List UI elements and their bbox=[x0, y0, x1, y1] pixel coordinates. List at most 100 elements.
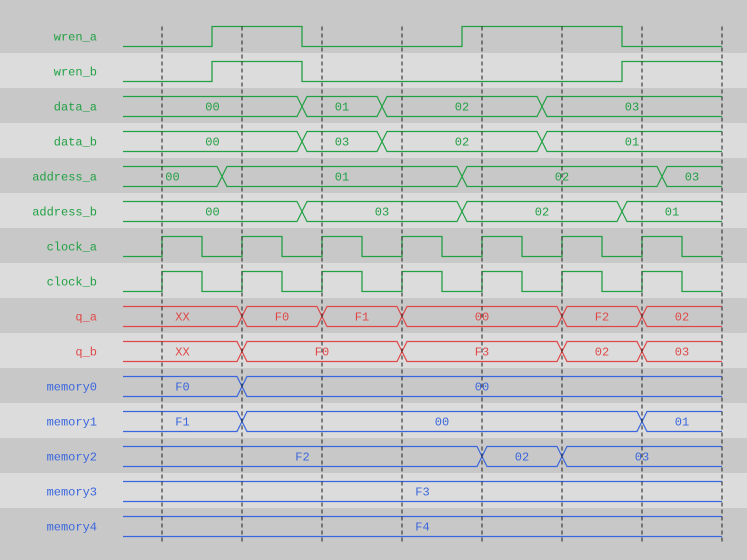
bus-value: 01 bbox=[335, 101, 349, 115]
bus-segment bbox=[241, 375, 722, 398]
bus-value: 02 bbox=[675, 311, 689, 325]
signal-row-background bbox=[0, 228, 747, 263]
bus-value: 01 bbox=[625, 136, 639, 150]
signal-row-background bbox=[0, 333, 747, 368]
signal-label: wren_b bbox=[54, 66, 97, 80]
signal-address_a: address_a 00 01 02 03 bbox=[32, 165, 722, 188]
bus-segment bbox=[381, 95, 543, 118]
signal-row-background bbox=[0, 403, 747, 438]
signal-data_b: data_b 00 03 02 01 bbox=[54, 130, 722, 153]
signal-wren_a: wren_a bbox=[54, 25, 722, 48]
bus-value: 03 bbox=[675, 346, 689, 360]
bus-segment bbox=[561, 445, 722, 468]
signal-memory4: memory4 F4 bbox=[47, 515, 722, 538]
bus-value: 01 bbox=[335, 171, 349, 185]
signal-label: wren_a bbox=[54, 31, 97, 45]
bus-value: 00 bbox=[435, 416, 449, 430]
bus-value: 01 bbox=[675, 416, 689, 430]
signal-row-background bbox=[0, 438, 747, 473]
signal-data_a: data_a 00 01 02 03 bbox=[54, 95, 722, 118]
bus-value: 03 bbox=[685, 171, 699, 185]
bus-value: 02 bbox=[455, 101, 469, 115]
signal-label: address_a bbox=[32, 171, 97, 185]
waveform-trace bbox=[123, 235, 722, 258]
bus-value: 00 bbox=[205, 206, 219, 220]
signal-row-background bbox=[0, 123, 747, 158]
signal-label: data_a bbox=[54, 101, 97, 115]
signal-label: memory4 bbox=[47, 521, 97, 535]
bus-segment bbox=[641, 340, 722, 363]
bus-segment bbox=[641, 305, 722, 328]
signal-q_b: q_b XX F0 F3 02 03 bbox=[75, 340, 722, 363]
signal-memory3: memory3 F3 bbox=[47, 480, 722, 503]
bus-value: F0 bbox=[175, 381, 189, 395]
bus-segment bbox=[381, 130, 543, 153]
signal-label: memory3 bbox=[47, 486, 97, 500]
signal-row-background bbox=[0, 158, 747, 193]
signal-row-background bbox=[0, 368, 747, 403]
signal-label: memory0 bbox=[47, 381, 97, 395]
bus-value: XX bbox=[175, 311, 189, 325]
signal-clock_a: clock_a bbox=[47, 235, 722, 258]
signal-row-background bbox=[0, 298, 747, 333]
bus-value: 02 bbox=[515, 451, 529, 465]
bus-segment bbox=[661, 165, 722, 188]
signal-label: address_b bbox=[32, 206, 97, 220]
bus-value: F2 bbox=[295, 451, 309, 465]
bus-value: F4 bbox=[415, 521, 429, 535]
bus-segment bbox=[241, 305, 323, 328]
bus-value: F0 bbox=[275, 311, 289, 325]
waveform-trace bbox=[123, 25, 722, 48]
bus-segment bbox=[561, 340, 643, 363]
signal-label: q_b bbox=[75, 346, 97, 360]
signal-wren_b: wren_b bbox=[54, 60, 722, 83]
bus-value: 02 bbox=[535, 206, 549, 220]
signal-label: memory2 bbox=[47, 451, 97, 465]
bus-segment bbox=[641, 410, 722, 433]
bus-value: 00 bbox=[165, 171, 179, 185]
bus-value: XX bbox=[175, 346, 189, 360]
bus-segment bbox=[123, 480, 722, 503]
bus-value: 01 bbox=[665, 206, 679, 220]
signal-label: clock_b bbox=[47, 276, 97, 290]
bus-segment bbox=[461, 200, 623, 223]
signal-row-background bbox=[0, 508, 747, 543]
signal-row-background bbox=[0, 18, 747, 53]
bus-segment bbox=[301, 130, 383, 153]
signal-row-background bbox=[0, 263, 747, 298]
bus-segment bbox=[321, 305, 403, 328]
signal-label: clock_a bbox=[47, 241, 97, 255]
bus-segment bbox=[301, 95, 383, 118]
signal-address_b: address_b 00 03 02 01 bbox=[32, 200, 722, 223]
bus-value: 03 bbox=[625, 101, 639, 115]
waveform-trace bbox=[123, 270, 722, 293]
bus-value: 03 bbox=[335, 136, 349, 150]
bus-value: 03 bbox=[375, 206, 389, 220]
signal-row-background bbox=[0, 193, 747, 228]
bus-segment bbox=[561, 305, 643, 328]
bus-segment bbox=[123, 515, 722, 538]
bus-value: 00 bbox=[205, 136, 219, 150]
bus-value: 00 bbox=[205, 101, 219, 115]
signal-label: memory1 bbox=[47, 416, 97, 430]
clock-grid bbox=[161, 26, 723, 543]
bus-segment bbox=[621, 200, 722, 223]
bus-segment bbox=[481, 445, 563, 468]
signal-label: q_a bbox=[75, 311, 97, 325]
bus-value: 02 bbox=[455, 136, 469, 150]
waveform-trace bbox=[123, 60, 722, 83]
signal-label: data_b bbox=[54, 136, 97, 150]
bus-segment bbox=[221, 165, 463, 188]
bus-segment bbox=[541, 95, 722, 118]
signal-row-background bbox=[0, 53, 747, 88]
bus-value: F1 bbox=[175, 416, 189, 430]
bus-segment bbox=[241, 410, 643, 433]
signal-clock_b: clock_b bbox=[47, 270, 722, 293]
signal-row-background bbox=[0, 88, 747, 123]
signal-row-background bbox=[0, 473, 747, 508]
bus-value: F1 bbox=[355, 311, 369, 325]
bus-value: F2 bbox=[595, 311, 609, 325]
bus-segment bbox=[301, 200, 463, 223]
bus-value: F3 bbox=[415, 486, 429, 500]
bus-value: 02 bbox=[595, 346, 609, 360]
